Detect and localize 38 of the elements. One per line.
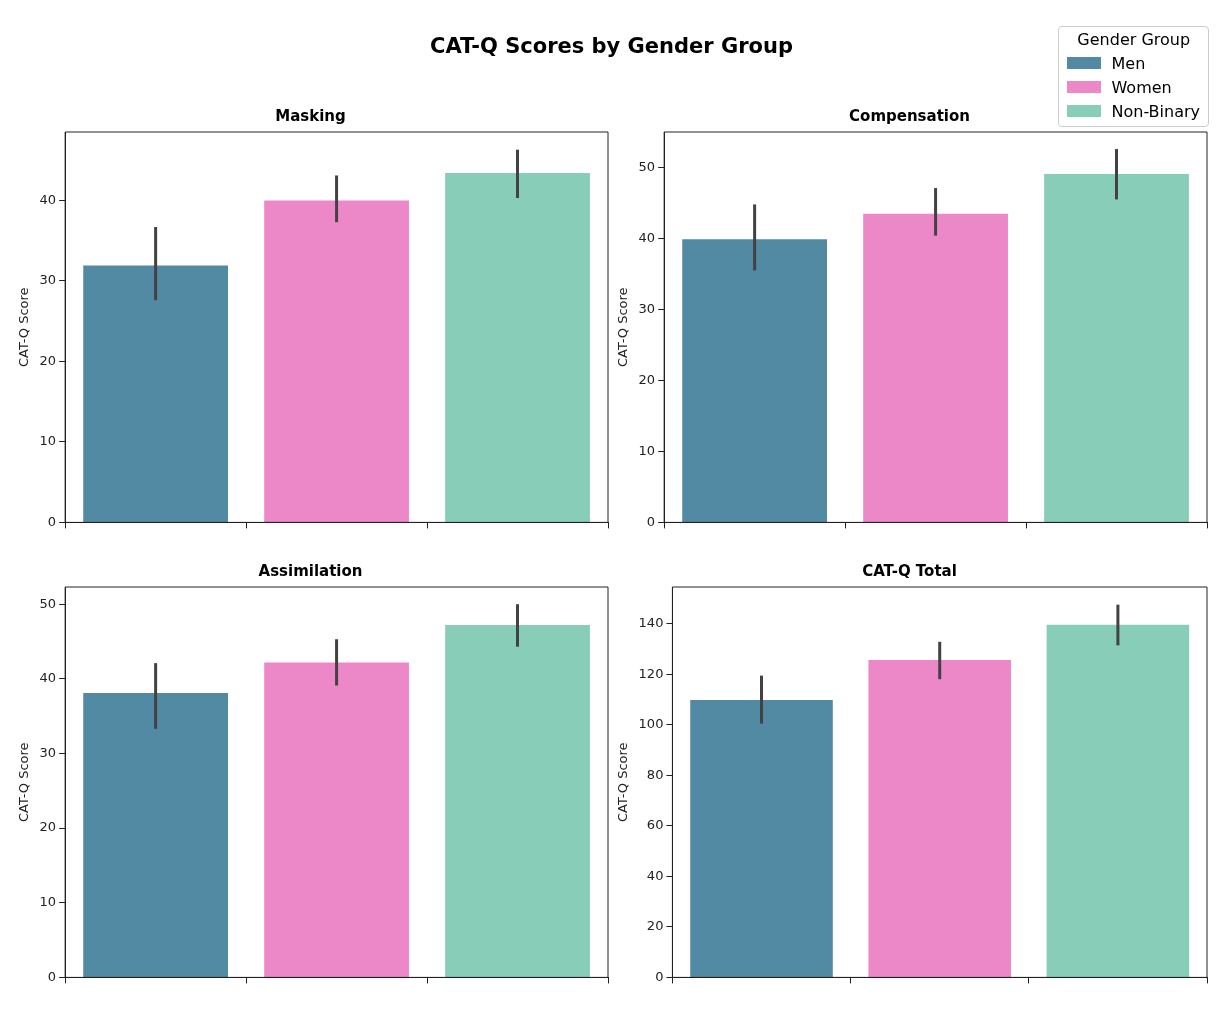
chart-title: CAT-Q Scores by Gender Group	[430, 34, 793, 58]
chart-title: Assimilation	[258, 561, 363, 580]
y-axis-title: CAT-Q Score	[16, 742, 32, 823]
y-tick-label: 20	[646, 918, 664, 934]
y-tick-label: 120	[638, 665, 664, 681]
y-tick-label: 10	[39, 894, 57, 910]
chart-title: Compensation	[849, 106, 970, 125]
y-tick-label: 30	[638, 300, 656, 316]
chart-subtitle: Masking	[275, 106, 346, 125]
y-tick-label: 100	[638, 716, 664, 732]
y-tick-label: 10	[39, 433, 57, 449]
y-tick-label: 20	[39, 352, 57, 368]
y-tick-label: 80	[646, 766, 664, 782]
y-tick-label: 50	[638, 158, 656, 174]
y-tick-label: 0	[47, 968, 57, 984]
chart-title: CAT-Q Total	[862, 561, 957, 580]
y-tick-label: 140	[638, 615, 664, 631]
y-tick-label: 0	[646, 513, 656, 529]
y-tick-label: 40	[39, 191, 57, 207]
y-tick-label: 40	[638, 229, 656, 245]
y-tick-label: 10	[638, 442, 656, 458]
legend-label: Men	[1111, 53, 1146, 73]
y-tick-label: 60	[646, 817, 664, 833]
legend-title: Gender Group	[1076, 30, 1192, 49]
y-axis-title: CAT-Q Score	[615, 742, 631, 823]
y-tick-label: 30	[39, 272, 57, 288]
y-tick-label: 20	[638, 371, 656, 387]
y-tick-label: 0	[47, 513, 57, 529]
y-tick-label: 0	[655, 968, 664, 984]
y-axis-title: CAT-Q Score	[615, 287, 631, 368]
y-axis-title: CAT-Q Score	[16, 287, 32, 368]
y-tick-label: 40	[39, 670, 57, 686]
y-tick-label: 20	[39, 819, 57, 835]
legend-label: Women	[1111, 77, 1172, 97]
y-tick-label: 40	[646, 867, 664, 883]
y-tick-label: 30	[39, 744, 57, 760]
y-tick-label: 50	[39, 595, 57, 611]
legend-label: Non-Binary	[1111, 101, 1200, 121]
